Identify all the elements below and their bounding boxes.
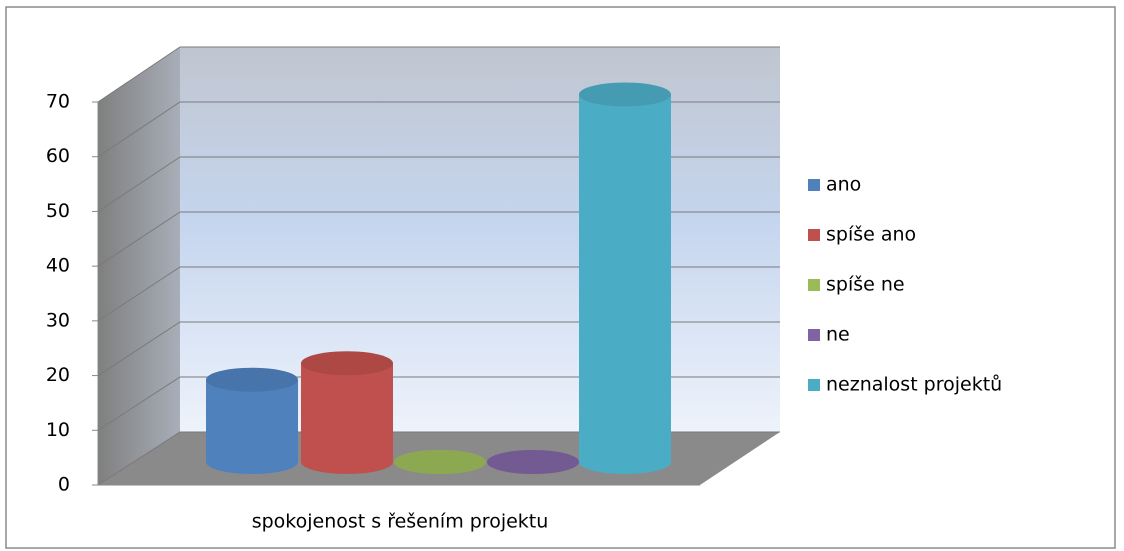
legend-swatch xyxy=(808,229,820,241)
legend-swatch xyxy=(808,179,820,191)
legend-label: ne xyxy=(826,324,850,346)
cylinder-body xyxy=(301,363,393,462)
cylinder-base xyxy=(579,450,671,474)
legend-label: spíše ano xyxy=(826,224,916,246)
cylinder-top xyxy=(301,351,393,376)
cylinder xyxy=(579,82,671,474)
legend-swatch xyxy=(808,279,820,291)
legend-label: spíše ne xyxy=(826,274,905,296)
y-tick-label: 60 xyxy=(46,145,70,167)
cylinder-base xyxy=(206,450,298,474)
legend-swatch xyxy=(808,379,820,391)
cylinder xyxy=(487,450,579,474)
legend-label: neznalost projektů xyxy=(826,374,1002,396)
cylinder-top xyxy=(579,82,671,107)
cylinder-top xyxy=(487,450,579,474)
cylinder xyxy=(301,351,393,474)
y-tick-label: 20 xyxy=(46,364,70,386)
y-tick-label: 30 xyxy=(46,309,70,331)
y-tick-label: 70 xyxy=(46,91,70,113)
y-tick-label: 40 xyxy=(46,255,70,277)
y-tick-label: 0 xyxy=(58,474,70,496)
cylinder-body xyxy=(579,94,671,462)
grid-line xyxy=(97,46,780,103)
cylinder-body xyxy=(206,379,298,462)
cylinder xyxy=(206,367,298,474)
legend-label: ano xyxy=(826,174,861,196)
cylinder-base xyxy=(301,450,393,474)
cylinder-top xyxy=(206,367,298,392)
legend-swatch xyxy=(808,329,820,341)
y-tick-label: 50 xyxy=(46,200,70,222)
x-tick-label: spokojenost s řešením projektu xyxy=(252,511,549,533)
y-tick-label: 10 xyxy=(46,419,70,441)
cylinder-top xyxy=(394,450,486,474)
cylinder xyxy=(394,450,486,474)
side-wall xyxy=(98,47,180,485)
